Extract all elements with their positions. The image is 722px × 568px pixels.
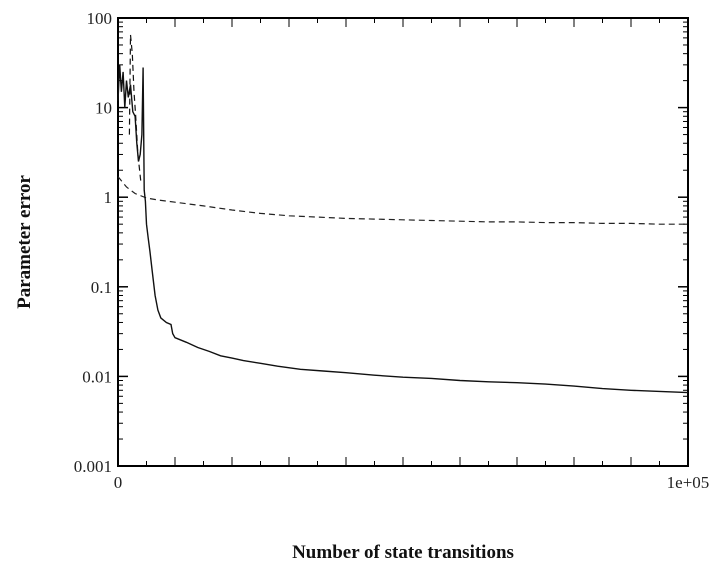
series-line-1	[117, 176, 688, 225]
y-tick-label: 100	[87, 9, 113, 28]
plot-frame	[117, 17, 689, 467]
y-tick-label: 0.001	[74, 457, 112, 476]
y-tick-label: 10	[95, 99, 112, 118]
x-tick-label: 1e+05	[667, 473, 710, 492]
y-tick-label: 1	[104, 188, 113, 207]
x-tick-label: 0	[114, 473, 123, 492]
x-axis-ticks: 0 1e+05	[114, 18, 710, 492]
y-axis-ticks: 0.001 0.01 0.1 1 10 100	[74, 9, 688, 476]
y-tick-label: 0.1	[91, 278, 112, 297]
series-layer	[117, 34, 689, 394]
x-axis-title: Number of state transitions	[292, 542, 514, 563]
y-axis-title: Parameter error	[14, 175, 35, 309]
series-line-2	[117, 64, 689, 394]
y-tick-label: 0.01	[82, 367, 112, 386]
